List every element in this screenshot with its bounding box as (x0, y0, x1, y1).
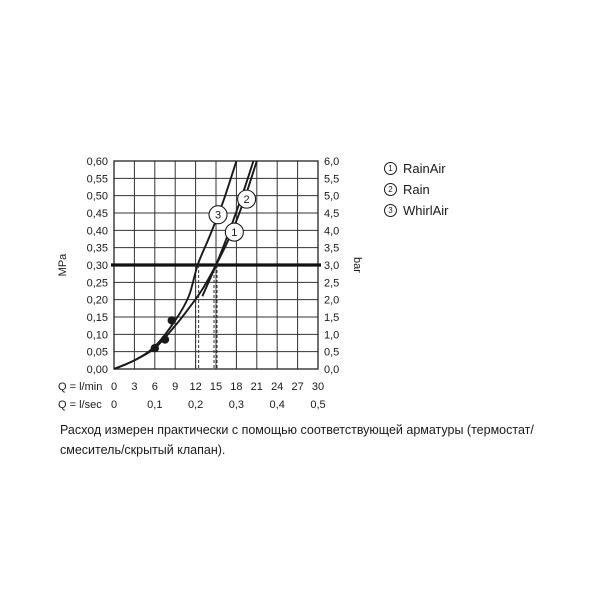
y-left-tick-label: 0,45 (87, 208, 108, 220)
y-right-tick-label: 2,5 (324, 277, 339, 289)
series-marker-label-2: 2 (244, 194, 250, 206)
x-lmin-tick-label: 27 (291, 381, 303, 393)
x-lmin-tick-label: 30 (312, 381, 324, 393)
series-marker-3 (208, 205, 228, 225)
x-lmin-tick-label: 15 (210, 381, 222, 393)
x-lmin-tick-label: 3 (131, 381, 137, 393)
legend-marker-3: 3 (384, 204, 397, 217)
y-right-tick-label: 1,5 (324, 312, 339, 324)
y-right-tick-label: 6,0 (324, 156, 339, 168)
chart-legend: 1 RainAir 2 Rain 3 WhirlAir (384, 158, 449, 221)
y-right-tick-label: 0,5 (324, 347, 339, 359)
y-right-tick-label: 5,5 (324, 173, 339, 185)
x-lmin-tick-label: 9 (172, 381, 178, 393)
legend-item-whirlair: 3 WhirlAir (384, 200, 449, 221)
legend-marker-1: 1 (384, 162, 397, 175)
y-left-tick-label: 0,10 (87, 329, 108, 341)
legend-label-rainair: RainAir (403, 161, 446, 176)
x-lmin-tick-label: 18 (230, 381, 242, 393)
x-lsec-tick-label: 0,4 (270, 399, 285, 411)
legend-item-rainair: 1 RainAir (384, 158, 449, 179)
legend-label-whirlair: WhirlAir (403, 203, 449, 218)
y-left-tick-label: 0,05 (87, 347, 108, 359)
y-right-tick-label: 3,5 (324, 243, 339, 255)
series-marker-1 (224, 222, 244, 242)
legend-label-rain: Rain (403, 182, 430, 197)
y-left-tick-label: 0,50 (87, 191, 108, 203)
x-lsec-tick-label: 0,2 (188, 399, 203, 411)
y-left-tick-label: 0,25 (87, 277, 108, 289)
y-left-tick-label: 0,15 (87, 312, 108, 324)
y-right-axis-label: bar (351, 257, 363, 273)
x-lmin-tick-label: 24 (271, 381, 283, 393)
y-left-tick-label: 0,55 (87, 173, 108, 185)
y-right-tick-label: 0,0 (324, 364, 339, 376)
x-lsec-tick-label: 0 (111, 399, 117, 411)
legend-marker-2: 2 (384, 183, 397, 196)
series-marker-label-3: 3 (215, 210, 221, 222)
x-lsec-tick-label: 0,1 (147, 399, 162, 411)
x-lsec-axis-label: Q = l/sec (58, 399, 102, 411)
y-left-tick-label: 0,35 (87, 243, 108, 255)
x-lmin-tick-label: 12 (189, 381, 201, 393)
data-point (150, 344, 159, 353)
x-lsec-tick-label: 0,5 (310, 399, 325, 411)
y-right-tick-label: 3,0 (324, 260, 339, 272)
y-right-tick-label: 1,0 (324, 329, 339, 341)
y-right-tick-label: 4,5 (324, 208, 339, 220)
legend-item-rain: 2 Rain (384, 179, 449, 200)
y-right-tick-label: 4,0 (324, 225, 339, 237)
y-left-tick-label: 0,30 (87, 260, 108, 272)
x-lsec-tick-label: 0,3 (229, 399, 244, 411)
y-right-tick-label: 2,0 (324, 295, 339, 307)
data-point (167, 316, 176, 325)
y-left-tick-label: 0,20 (87, 295, 108, 307)
x-lmin-tick-label: 0 (111, 381, 117, 393)
y-right-tick-label: 5,0 (324, 191, 339, 203)
series-marker-2 (237, 189, 257, 209)
y-left-axis-label: MPa (57, 253, 69, 277)
x-lmin-axis-label: Q = l/min (58, 381, 102, 393)
series-marker-label-1: 1 (231, 227, 237, 239)
x-lmin-tick-label: 21 (251, 381, 263, 393)
y-left-tick-label: 0,40 (87, 225, 108, 237)
x-lmin-tick-label: 6 (152, 381, 158, 393)
measurement-note: Расход измерен практически с помощью соо… (60, 423, 534, 457)
y-left-tick-label: 0,00 (87, 364, 108, 376)
y-left-tick-label: 0,60 (87, 156, 108, 168)
flow-pressure-chart: 0,000,050,100,150,200,250,300,350,400,45… (57, 156, 363, 411)
data-point (160, 335, 170, 344)
